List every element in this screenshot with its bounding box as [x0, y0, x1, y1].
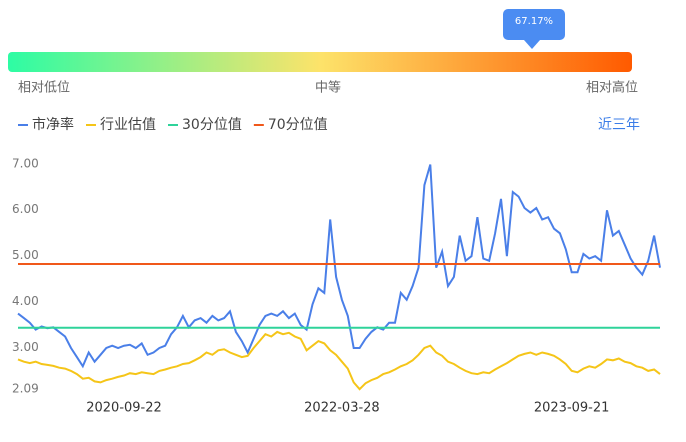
tooltip-pointer	[524, 40, 540, 49]
y-tick-label: 7.00	[12, 156, 39, 170]
y-tick-label: 4.00	[12, 294, 39, 308]
percentile-gradient	[8, 52, 632, 72]
y-tick-label: 6.00	[12, 202, 39, 216]
tooltip	[503, 9, 565, 40]
scale-label: 相对高位	[586, 80, 638, 96]
plot: 2.09 3.00 4.00 5.00 6.00 7.00 2020-09-22 2022-0…	[12, 156, 661, 416]
y-tick-label: 2.09	[12, 382, 39, 396]
series-line	[17, 164, 661, 369]
legend-label: 70分位值	[268, 117, 328, 133]
y-tick-label: 5.00	[12, 248, 39, 262]
x-tick-label: 2022-03-28	[304, 401, 380, 416]
scale-label: 中等	[315, 80, 341, 96]
period-button[interactable]: 近三年	[598, 117, 640, 133]
tooltip-text: 67.17%	[515, 16, 553, 27]
legend-label: 30分位值	[182, 117, 242, 133]
y-tick-label: 3.00	[12, 340, 39, 354]
series-line	[17, 330, 661, 391]
scale-label: 相对低位	[18, 81, 70, 96]
legend-label: 行业估值	[100, 117, 156, 133]
legend-label: 市净率	[32, 116, 74, 133]
legend: 市净率 行业估值 30分位值 70分位值	[18, 116, 328, 133]
x-tick-label: 2023-09-21	[534, 401, 610, 416]
x-tick-label: 2020-09-22	[86, 401, 162, 416]
